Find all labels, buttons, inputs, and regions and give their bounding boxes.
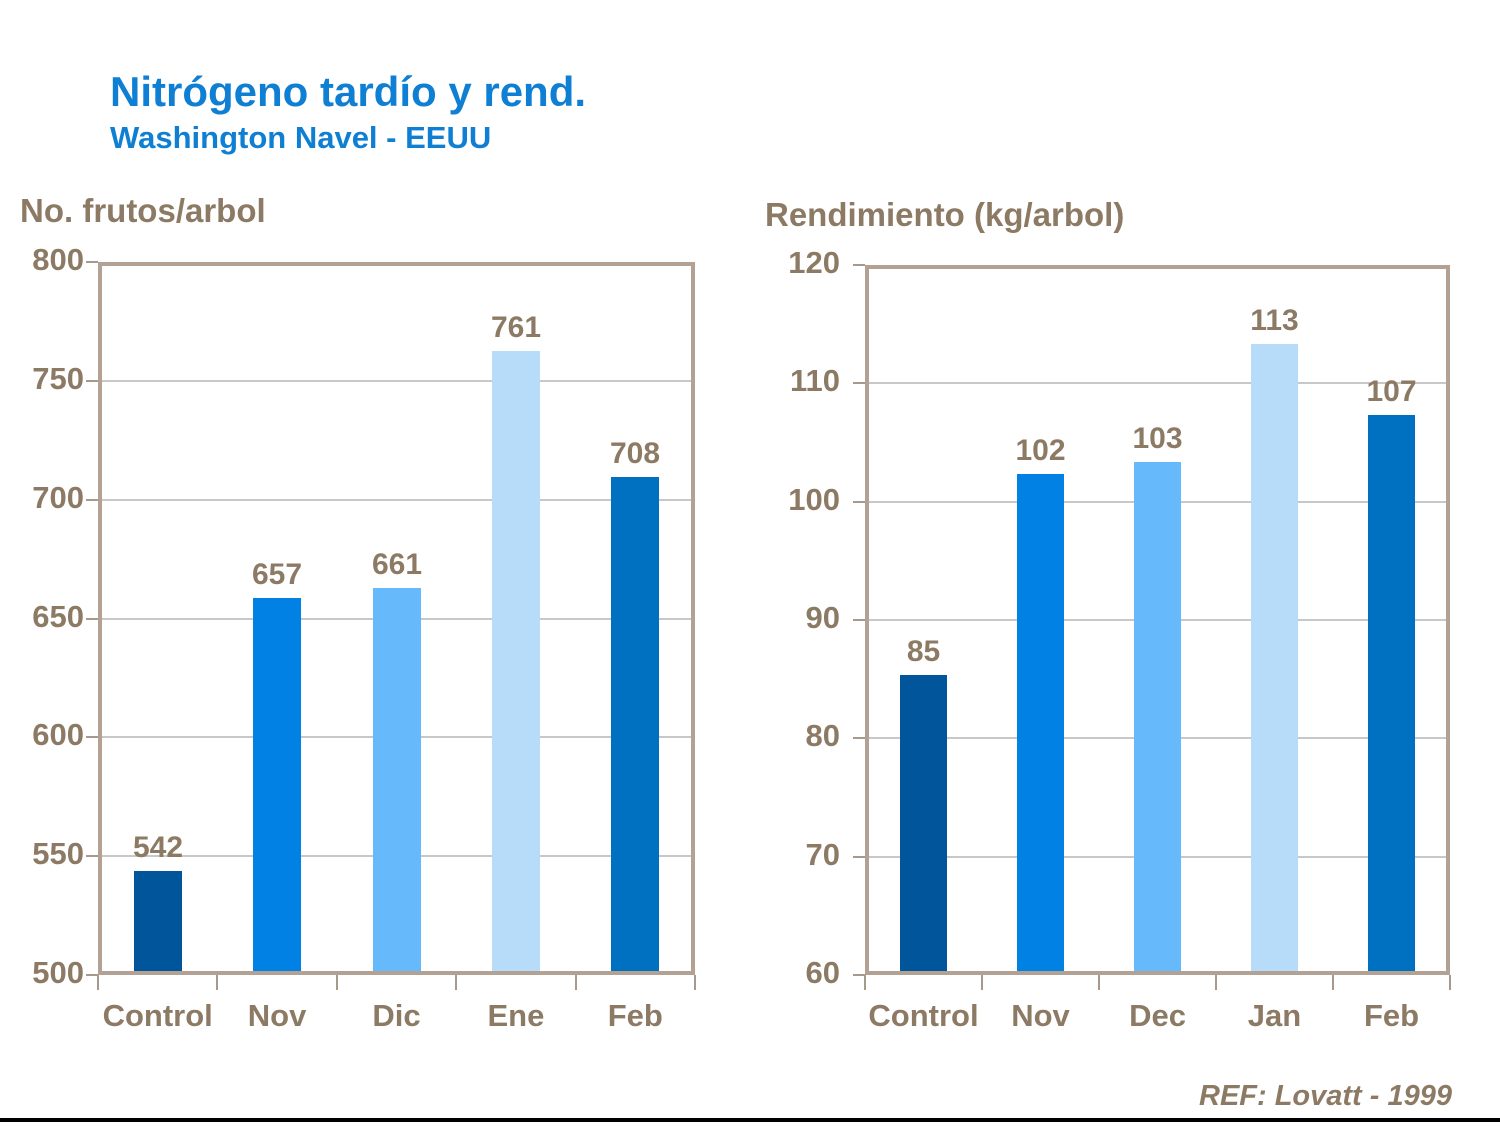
gridline	[869, 382, 1446, 385]
x-axis-category-label: Control	[868, 998, 979, 1033]
bar-control	[134, 871, 182, 971]
bar-ene	[492, 351, 540, 971]
x-axis-tick	[1098, 975, 1100, 990]
y-axis-tick-label: 650	[32, 598, 84, 634]
x-axis-tick	[1215, 975, 1217, 990]
x-axis-category-label: Control	[102, 998, 213, 1033]
y-axis-tick-label: 70	[805, 836, 840, 872]
y-axis-tick	[86, 498, 98, 501]
plot-area: 85 102 103 113 107	[865, 265, 1450, 975]
bar-value-label: 102	[1015, 434, 1066, 467]
y-axis-tick	[853, 382, 865, 385]
y-axis-tick-label: 700	[32, 479, 84, 515]
y-axis-tick-label: 500	[32, 955, 84, 990]
bar-dec	[1134, 462, 1181, 971]
bar-feb	[1368, 415, 1415, 971]
bar-value-label: 542	[132, 831, 184, 864]
bar-nov	[1017, 474, 1064, 971]
x-axis-category-label: Jan	[1247, 998, 1302, 1033]
chart-title-frutos: No. frutos/arbol	[20, 192, 266, 229]
bar-control	[900, 675, 947, 971]
y-axis-tick	[853, 264, 865, 266]
x-axis-tick	[97, 975, 99, 990]
bar-dic	[373, 588, 421, 971]
x-axis-category-label: Nov	[247, 998, 307, 1033]
x-axis-tick	[455, 975, 457, 990]
x-axis-tick	[575, 975, 577, 990]
y-axis-tick	[853, 855, 865, 858]
y-axis-tick	[86, 379, 98, 382]
y-axis-tick	[86, 617, 98, 620]
y-axis-tick	[853, 737, 865, 740]
x-axis-category-label: Dic	[372, 998, 421, 1033]
bar-value-label: 113	[1250, 304, 1299, 337]
gridline	[102, 498, 691, 501]
page-title: Nitrógeno tardío y rend.	[110, 68, 587, 115]
bar-value-label: 85	[906, 635, 941, 668]
x-axis-tick	[336, 975, 338, 990]
x-axis-tick	[1332, 975, 1334, 990]
y-axis-tick-label: 750	[32, 360, 84, 396]
x-axis-category-label: Nov	[1011, 998, 1070, 1033]
x-axis-category-label: Ene	[487, 998, 545, 1033]
y-axis-tick	[853, 974, 865, 976]
y-axis-tick	[86, 736, 98, 739]
y-axis-tick-label: 110	[789, 363, 840, 399]
reference-note: REF: Lovatt - 1999	[1199, 1080, 1452, 1112]
y-axis-tick	[86, 855, 98, 858]
y-axis-tick-label: 100	[788, 481, 840, 517]
y-axis-tick	[86, 974, 98, 976]
bar-value-label: 661	[371, 548, 423, 581]
chart-title-rendimiento: Rendimiento (kg/arbol)	[765, 196, 1125, 233]
gridline	[102, 379, 691, 382]
plot-area: 542 657 661 761 708	[98, 262, 695, 975]
y-axis-tick-label: 90	[805, 600, 840, 635]
y-axis-tick-label: 550	[32, 836, 84, 872]
x-axis-tick	[216, 975, 218, 990]
x-axis-tick	[694, 975, 696, 990]
page-subtitle: Washington Navel - EEUU	[110, 120, 492, 155]
y-axis-tick	[86, 261, 98, 263]
y-axis-tick-label: 800	[32, 242, 84, 277]
x-axis-tick	[864, 975, 866, 990]
y-axis-tick-label: 60	[805, 955, 840, 990]
y-axis-tick-label: 600	[32, 717, 84, 753]
bar-nov	[253, 598, 301, 971]
y-axis-tick	[853, 619, 865, 621]
bar-value-label: 708	[609, 437, 661, 470]
bar-value-label: 103	[1132, 422, 1183, 455]
x-axis-category-label: Feb	[1363, 998, 1420, 1033]
y-axis-tick-label: 80	[805, 718, 840, 754]
bar-value-label: 761	[490, 311, 542, 344]
bottom-divider	[0, 1118, 1500, 1122]
bar-feb	[611, 477, 659, 971]
x-axis-category-label: Feb	[607, 998, 663, 1033]
bar-value-label: 657	[251, 558, 303, 591]
bar-value-label: 107	[1366, 375, 1417, 408]
y-axis-tick-label: 120	[788, 245, 840, 280]
x-axis-category-label: Dec	[1129, 998, 1186, 1033]
y-axis-tick	[853, 500, 865, 503]
x-axis-tick	[1449, 975, 1451, 990]
bar-jan	[1251, 344, 1298, 971]
x-axis-tick	[981, 975, 983, 990]
